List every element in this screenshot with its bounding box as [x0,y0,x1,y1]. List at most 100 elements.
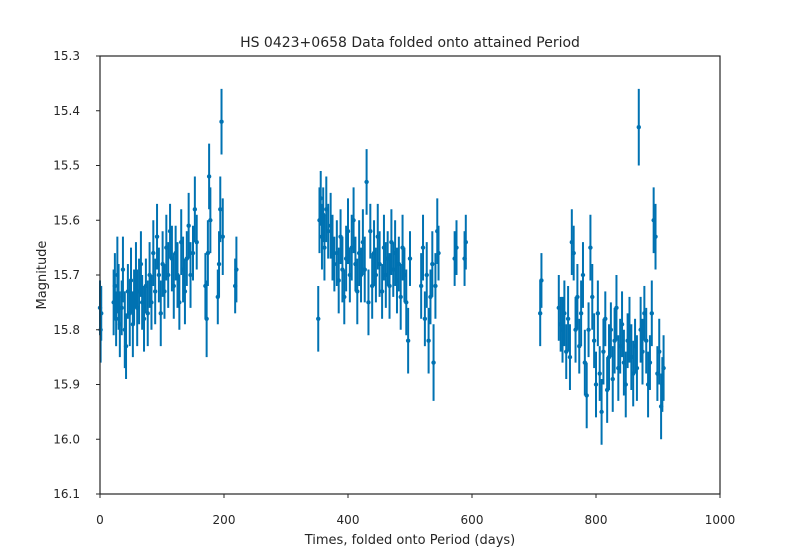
data-point [433,283,438,289]
y-tick-label: 15.9 [53,378,80,392]
data-point [597,371,602,376]
x-axis: 0 200 400 600 800 1000 [96,494,735,527]
data-point [599,409,604,415]
data-point [593,382,599,387]
data-point [112,283,118,289]
y-tick-label: 15.4 [53,104,80,118]
data-point [636,124,641,130]
y-axis-label: Magnitude [35,241,50,310]
x-tick-label: 800 [585,513,608,527]
data-point [188,272,193,278]
data-point [325,229,331,234]
data-point [610,376,615,382]
data-point [205,250,211,256]
data-point [206,174,212,179]
plot-area [97,88,666,445]
data-point [588,245,593,250]
data-point [154,234,160,239]
data-point [204,316,209,321]
data-point [149,300,154,305]
data-point [575,294,580,300]
data-point [377,261,382,267]
x-tick-label: 400 [337,513,360,527]
data-point [387,283,392,289]
data-point [373,272,379,278]
data-point [580,272,586,278]
data-point [619,322,625,327]
y-tick-label: 16.0 [53,432,80,446]
data-point [591,338,597,343]
data-point [649,311,654,316]
data-point [182,289,188,294]
data-point [355,289,360,294]
data-point [407,256,413,261]
data-point [644,338,649,343]
data-point [640,349,645,354]
data-point [113,316,119,321]
y-tick-label: 15.5 [53,159,80,173]
data-point [342,294,347,300]
data-point [362,267,367,272]
data-point [379,289,385,294]
data-point [316,316,321,321]
data-point [404,300,409,305]
data-point [424,272,429,278]
data-point [190,250,196,256]
data-point [141,316,147,321]
data-point [158,311,163,316]
data-point [366,300,371,305]
data-point [539,278,544,283]
data-point [463,239,468,245]
data-point [657,349,662,354]
data-point [567,354,573,360]
x-tick-label: 1000 [705,513,736,527]
data-point [454,245,459,250]
data-point [647,360,653,365]
data-point [426,338,431,343]
data-point [430,261,435,267]
data-point [123,343,129,349]
data-point [220,234,225,239]
data-point [156,272,162,278]
data-point [119,305,124,311]
data-point [436,250,441,256]
data-point [653,234,658,239]
data-point [418,283,424,289]
data-point [351,218,356,223]
data-point [584,393,589,398]
data-point [332,261,337,267]
data-point [562,311,567,316]
data-point [422,316,428,321]
data-point [120,267,126,272]
data-point [614,305,619,311]
data-point [219,119,224,124]
x-tick-label: 200 [213,513,236,527]
y-tick-label: 15.3 [53,49,80,63]
data-point [318,196,323,201]
chart-title: HS 0423+0658 Data folded onto attained P… [240,35,580,51]
x-tick-label: 600 [461,513,484,527]
data-point [364,179,369,185]
data-point [565,316,571,321]
data-point [145,311,150,316]
data-point [590,294,595,300]
data-point [177,300,182,305]
data-point [634,365,640,371]
data-point [162,289,167,294]
data-point [586,327,591,332]
data-point [623,382,628,387]
y-tick-label: 16.1 [53,487,80,501]
data-point [538,311,543,316]
data-point [336,278,341,283]
data-point [608,327,614,332]
data-point [368,229,373,234]
data-point [192,207,198,212]
data-point [661,365,666,371]
x-axis-label: Times, folded onto Period (days) [304,533,516,548]
data-point [405,338,411,343]
data-point [234,267,239,272]
data-point [578,311,584,316]
data-point [345,229,351,234]
data-point [151,250,156,256]
